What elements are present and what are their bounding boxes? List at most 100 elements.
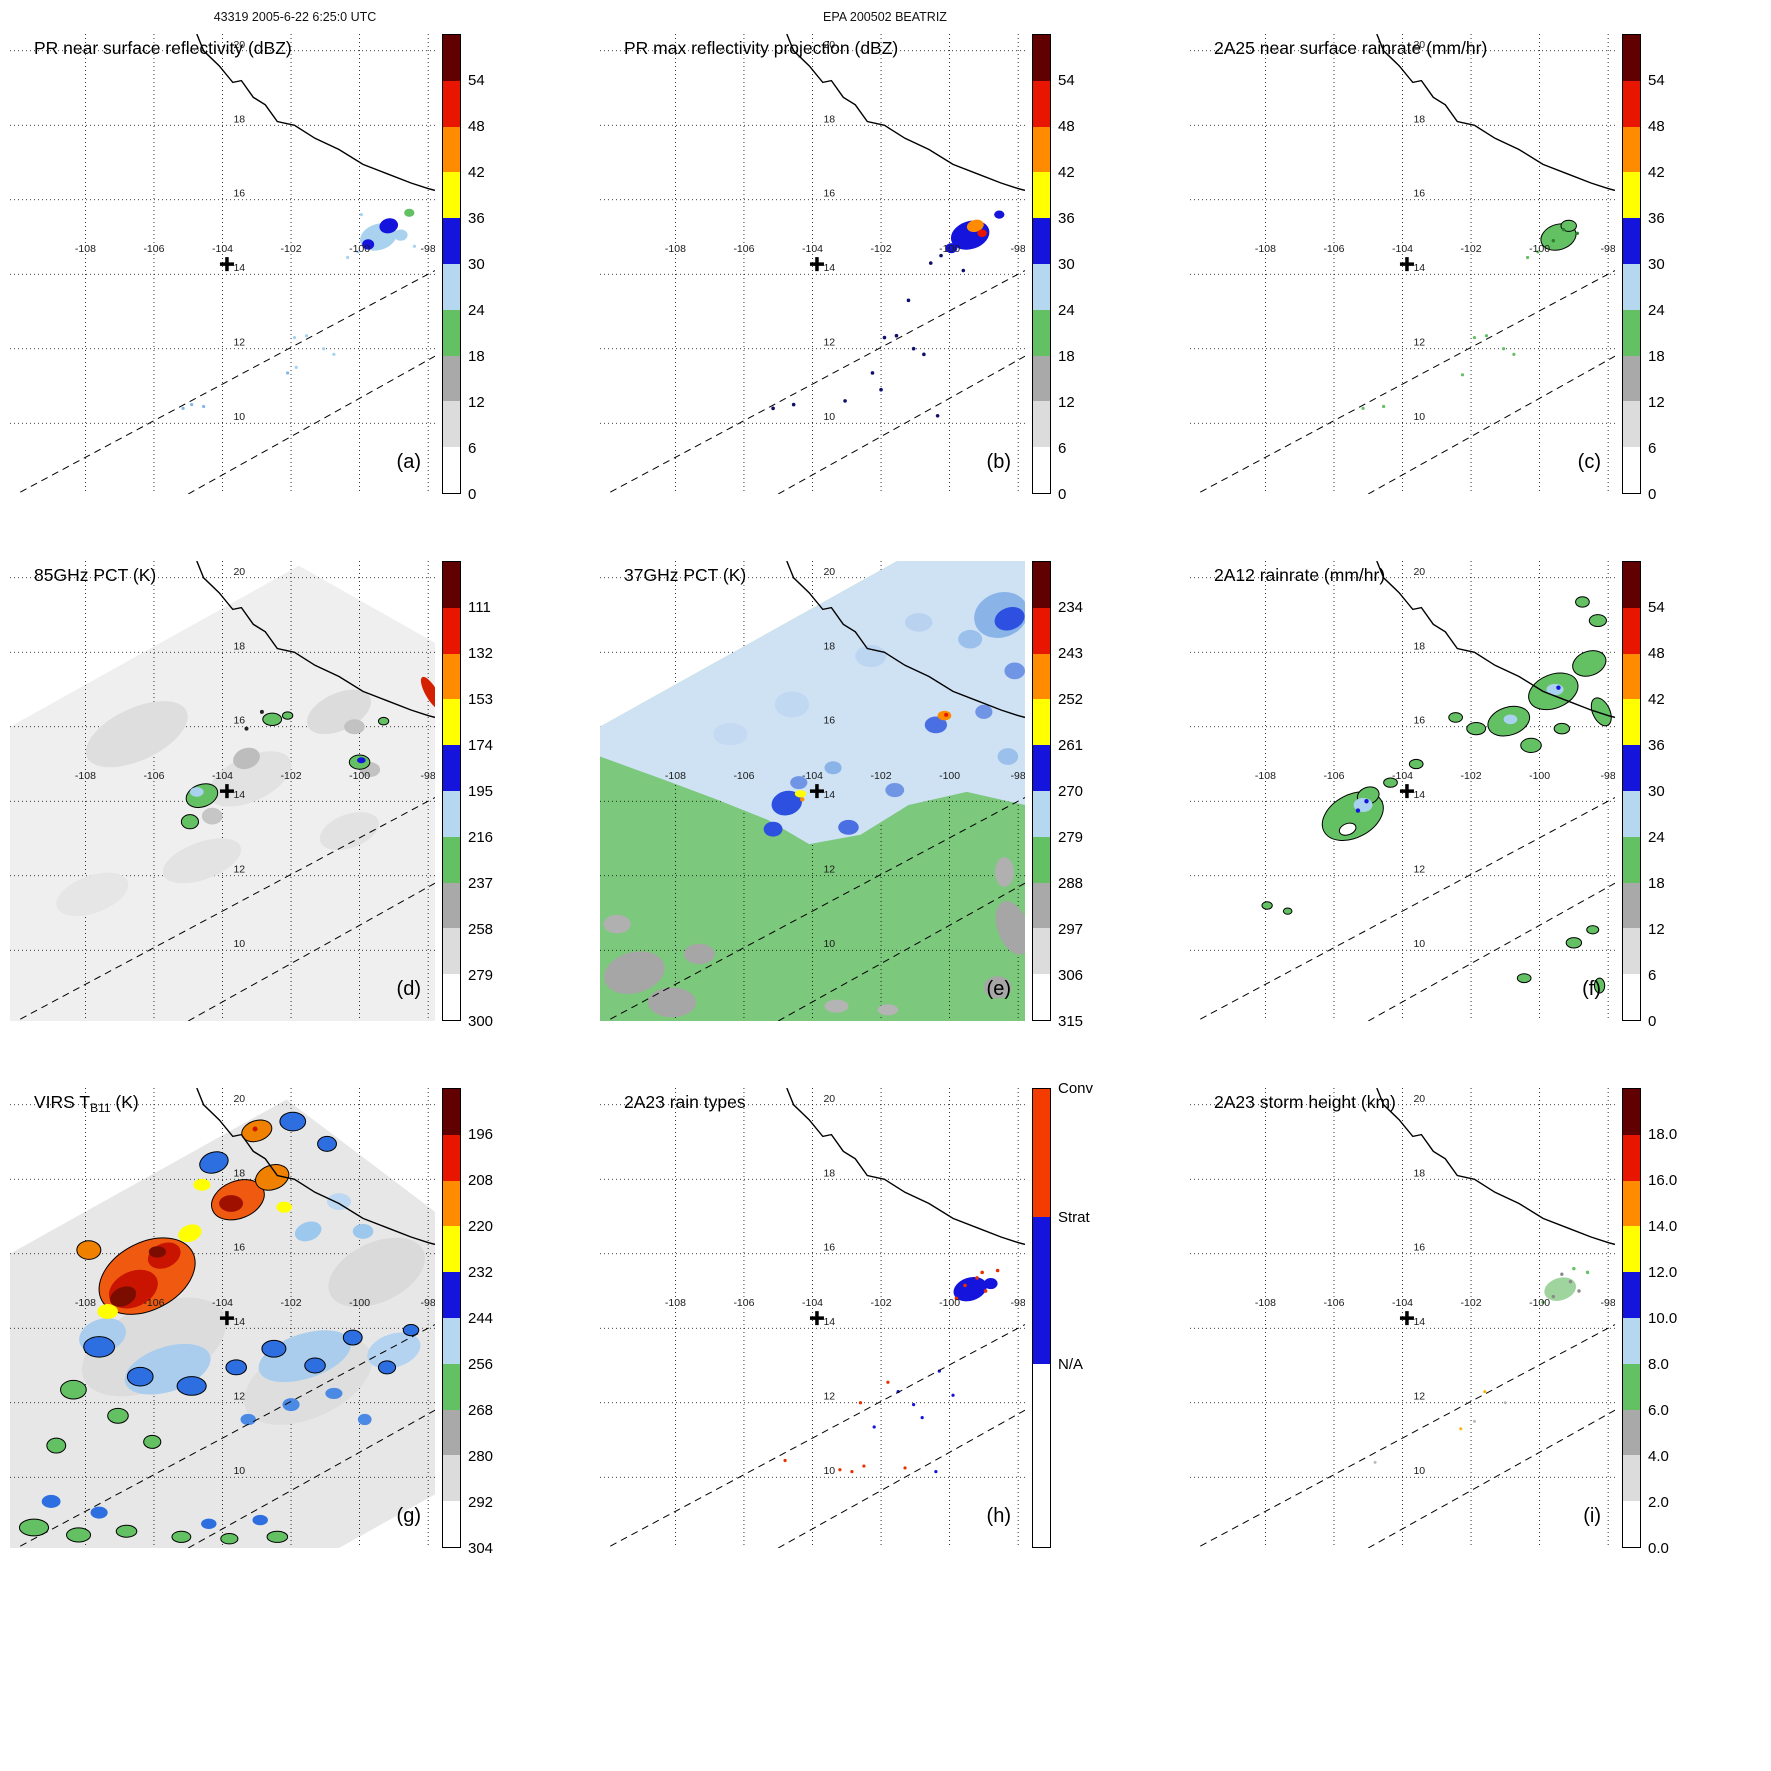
colorbar-tick: 42 <box>1058 164 1075 181</box>
colorbar-tick: 237 <box>468 875 494 892</box>
data-speck <box>928 261 933 265</box>
data-blob <box>1590 697 1612 727</box>
lon-label: -106 <box>143 770 164 782</box>
lat-label: 10 <box>1413 938 1425 950</box>
lon-label: -104 <box>1392 770 1413 782</box>
colorbar-segment <box>443 699 460 746</box>
colorbar: 0 6 12 18 24 30 36 42 48 54 <box>442 34 514 503</box>
data-blob <box>220 1532 239 1545</box>
data-speck <box>346 255 350 260</box>
colorbar-tick: 30 <box>1648 783 1665 800</box>
data-blob <box>1575 596 1590 608</box>
data-speck <box>1502 347 1506 351</box>
colorbar-segment <box>1623 309 1640 356</box>
data-speck <box>983 1289 988 1293</box>
lat-label: 18 <box>823 640 835 652</box>
colorbar-tick: 42 <box>468 164 485 181</box>
colorbar-segment <box>443 447 460 493</box>
colorbar-segment <box>1033 928 1050 975</box>
colorbar-segment <box>1623 126 1640 173</box>
map-area: -108 -106 -104 -102 -100 -98 10 12 14 16 18 20 2A23… <box>600 1088 1025 1548</box>
colorbar-tick: 0 <box>1648 486 1657 503</box>
map-svg: -108 -106 -104 -102 -100 -98 10 12 14 16 18 20 <box>10 34 435 494</box>
lon-label: -102 <box>871 1297 892 1309</box>
data-speck <box>975 1276 979 1280</box>
colorbar-tick: 18.0 <box>1648 1126 1678 1143</box>
data-blob <box>983 976 1012 999</box>
data-speck <box>1361 406 1365 410</box>
lon-label: -100 <box>939 770 960 782</box>
lon-label: -104 <box>212 1297 233 1309</box>
lat-label: 16 <box>233 1242 245 1254</box>
data-speck <box>1572 1266 1576 1271</box>
colorbar-segment <box>1623 401 1640 448</box>
data-speck <box>359 213 363 217</box>
swath-edge-line <box>20 797 435 1020</box>
lon-label: -102 <box>1461 243 1482 255</box>
colorbar-segment <box>443 1089 460 1135</box>
panel-c: -108 -106 -104 -102 -100 -98 10 12 14 16 18 20 2A25… <box>1180 34 1771 503</box>
data-speck <box>292 335 297 340</box>
colorbar-tick: 36 <box>1648 737 1665 754</box>
lat-label: 20 <box>823 1093 835 1105</box>
data-blob <box>193 1178 211 1191</box>
colorbar-tick: 30 <box>1058 256 1075 273</box>
data-speck <box>944 712 949 717</box>
data-speck <box>951 1393 955 1397</box>
colorbar-segment <box>443 80 460 127</box>
lat-label: 14 <box>1413 262 1425 274</box>
data-speck <box>412 244 417 248</box>
data-blob <box>279 1111 307 1132</box>
colorbar-segment <box>1623 447 1640 493</box>
panel-title-text: PR max reflectivity projection (dBZ) <box>624 38 899 58</box>
data-blob <box>994 606 1025 631</box>
map-area: -108 -106 -104 -102 -100 -98 10 12 14 16 18 20 2A12… <box>1190 561 1615 1021</box>
coastline <box>1376 34 1615 192</box>
data-blob <box>1516 973 1532 984</box>
lon-label: -106 <box>1323 770 1344 782</box>
colorbar-segment <box>1623 218 1640 264</box>
data-speck <box>980 1270 984 1275</box>
data-blob <box>255 1164 290 1191</box>
data-speck <box>920 1416 924 1420</box>
data-blob <box>953 1276 987 1302</box>
colorbar-tick: 54 <box>1648 599 1665 616</box>
lat-label: 14 <box>233 1316 245 1328</box>
colorbar-tick: 288 <box>1058 875 1084 892</box>
data-blob <box>162 838 242 884</box>
colorbar-tick: 12 <box>1648 921 1665 938</box>
colorbar-segment <box>443 1318 460 1364</box>
colorbar-tick: 252 <box>1058 691 1084 708</box>
colorbar-tick: 24 <box>468 302 485 319</box>
colorbar-segment <box>443 264 460 310</box>
data-speck <box>1512 352 1516 356</box>
lon-label: -106 <box>143 1297 164 1309</box>
lat-label: 16 <box>823 715 835 727</box>
panel-title: 2A12 rainrate (mm/hr) <box>1214 565 1385 586</box>
panel-title-text: 2A23 storm height (km) <box>1214 1092 1396 1112</box>
data-blob <box>294 1221 322 1242</box>
panel-e: -108 -106 -104 -102 -100 -98 10 12 14 16 18 20 37GH… <box>590 561 1180 1030</box>
lon-label: -106 <box>143 243 164 255</box>
data-blob <box>304 1357 326 1374</box>
colorbar-tick: 292 <box>468 1494 494 1511</box>
data-speck <box>961 268 966 273</box>
colorbar-tick: 196 <box>468 1126 494 1143</box>
data-blob <box>600 561 1025 845</box>
lat-label: 20 <box>1413 1093 1425 1105</box>
panel-h: -108 -106 -104 -102 -100 -98 10 12 14 16 18 20 2A23… <box>590 1080 1180 1548</box>
map-svg: -108 -106 -104 -102 -100 -98 10 12 14 16 18 20 <box>600 1088 1025 1548</box>
data-speck <box>1585 1270 1590 1275</box>
data-blob <box>983 1277 998 1290</box>
header-datetime: 43319 2005-6-22 6:25:0 UTC <box>213 10 377 24</box>
colorbar-segment <box>1033 974 1050 1020</box>
data-blob <box>763 821 783 837</box>
colorbar-ticks: 0 6 12 18 24 30 36 42 48 54 <box>1648 561 1694 1030</box>
colorbar-segment <box>1033 653 1050 700</box>
data-blob <box>794 790 807 798</box>
colorbar-bar <box>442 561 461 1021</box>
colorbar-tick: 6 <box>468 440 477 457</box>
colorbar-segment <box>443 1409 460 1456</box>
data-blob <box>997 748 1019 765</box>
colorbar-segment <box>1033 447 1050 493</box>
